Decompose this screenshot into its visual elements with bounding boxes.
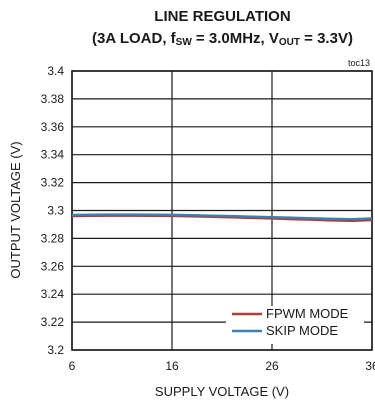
- legend-box: [226, 306, 364, 344]
- x-tick-label: 6: [69, 359, 76, 373]
- y-tick-label: 3.28: [41, 231, 65, 245]
- y-tick-label: 3.32: [41, 176, 65, 190]
- y-tick-label: 3.2: [47, 343, 64, 357]
- title-line-2: (3A LOAD, fSW = 3.0MHz, VOUT = 3.3V): [92, 30, 353, 48]
- y-tick-label: 3.38: [41, 92, 65, 106]
- figure-code: toc13: [348, 58, 370, 68]
- chart-title: LINE REGULATION (3A LOAD, fSW = 3.0MHz, …: [72, 8, 373, 52]
- y-tick-label: 3.36: [41, 120, 65, 134]
- y-axis-label: OUTPUT VOLTAGE (V): [8, 141, 23, 278]
- x-axis-label: SUPPLY VOLTAGE (V): [155, 384, 289, 399]
- x-tick-label: 36: [365, 359, 375, 373]
- x-tick-label: 26: [265, 359, 279, 373]
- x-tick-label: 16: [165, 359, 179, 373]
- y-tick-label: 3.4: [47, 64, 64, 78]
- series-line-skip-mode: [71, 213, 373, 221]
- legend-label: FPWM MODE: [266, 306, 349, 321]
- y-tick-label: 3.26: [41, 259, 65, 273]
- y-tick-label: 3.24: [41, 287, 65, 301]
- y-tick-label: 3.3: [47, 204, 64, 218]
- plot-frame: [71, 70, 373, 351]
- title-line-1: LINE REGULATION: [154, 8, 291, 25]
- legend-label: SKIP MODE: [266, 323, 338, 338]
- y-tick-label: 3.34: [41, 148, 65, 162]
- y-tick-label: 3.22: [41, 315, 65, 329]
